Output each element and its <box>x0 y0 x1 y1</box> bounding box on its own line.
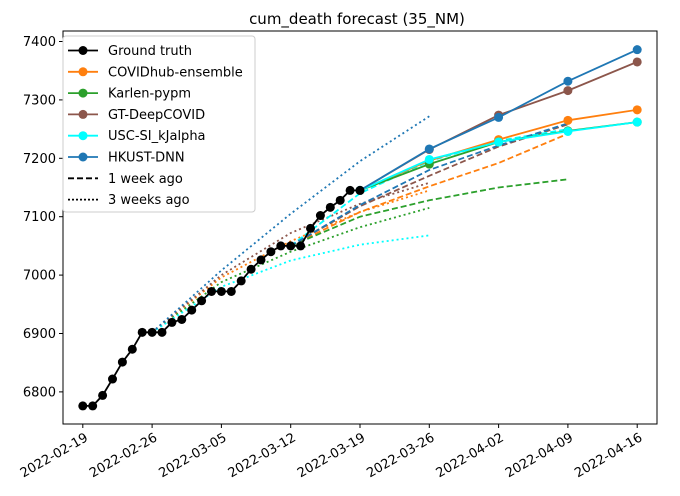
ground-truth-series <box>78 185 365 411</box>
x-tick-label: 2022-03-12 <box>226 430 299 481</box>
legend-label: USC-SI_kJalpha <box>108 129 206 144</box>
ground-truth-point <box>187 305 197 315</box>
legend-label: COVIDhub-ensemble <box>108 65 243 80</box>
forecast-point <box>563 115 573 125</box>
legend-label: HKUST-DNN <box>108 151 185 166</box>
ground-truth-point <box>108 374 117 384</box>
y-tick-label: 7400 <box>23 35 56 50</box>
forecast-point <box>632 45 642 55</box>
forecast-point <box>632 57 642 67</box>
ground-truth-point <box>197 296 207 306</box>
x-tick-label: 2022-03-19 <box>295 430 368 481</box>
ground-truth-line <box>82 189 360 407</box>
ground-truth-point <box>147 327 157 337</box>
legend-label: 1 week ago <box>108 172 183 187</box>
ground-truth-point <box>127 344 137 354</box>
legend-marker <box>78 88 88 98</box>
one-week-ago-lines <box>290 122 569 247</box>
x-tick-label: 2022-03-26 <box>364 430 437 481</box>
legend-marker <box>78 152 88 162</box>
forecast-point <box>494 137 504 147</box>
forecast-line <box>359 121 638 192</box>
legend-item: COVIDhub-ensemble <box>68 65 243 80</box>
three-weeks-ago-line <box>151 207 430 334</box>
legend-item: USC-SI_kJalpha <box>68 129 206 144</box>
ground-truth-point <box>78 401 88 411</box>
y-tick-label: 6900 <box>23 327 56 342</box>
legend-label: 3 weeks ago <box>108 193 190 208</box>
legend-label: Karlen-pypm <box>108 87 191 102</box>
legend-item: Karlen-pypm <box>68 87 191 102</box>
ground-truth-point <box>216 286 226 296</box>
x-tick-label: 2022-04-02 <box>434 430 507 481</box>
x-tick-label: 2022-02-26 <box>87 430 160 481</box>
y-tick-label: 7000 <box>23 269 56 284</box>
x-axis: 2022-02-192022-02-262022-03-052022-03-12… <box>18 424 645 481</box>
x-tick-label: 2022-04-16 <box>572 430 645 481</box>
forecast-point <box>632 117 642 127</box>
ground-truth-point <box>246 264 256 274</box>
legend: Ground truth COVIDhub-ensemble Karlen-pypm… <box>62 35 256 213</box>
ground-truth-point <box>167 317 177 327</box>
one-week-ago-line <box>290 178 569 247</box>
legend-item: GT-DeepCOVID <box>68 108 205 123</box>
forecast-point <box>424 154 434 164</box>
legend-box <box>62 35 256 213</box>
forecast-point <box>494 112 504 122</box>
ground-truth-point <box>157 327 167 337</box>
forecast-karlen-pypm <box>355 117 642 195</box>
legend-item: HKUST-DNN <box>68 151 185 166</box>
ground-truth-point <box>226 286 236 296</box>
forecast-series <box>355 45 642 195</box>
ground-truth-point <box>296 241 306 251</box>
x-tick-label: 2022-02-19 <box>18 430 91 481</box>
forecast-point <box>424 144 434 154</box>
ground-truth-point <box>137 327 147 337</box>
forecast-hkust-dnn <box>355 45 642 195</box>
legend-label: Ground truth <box>108 44 192 59</box>
forecast-point <box>563 126 573 136</box>
forecast-line <box>359 121 638 192</box>
ground-truth-point <box>88 401 98 411</box>
x-tick-label: 2022-03-05 <box>156 430 229 481</box>
legend-item: 3 weeks ago <box>68 193 190 208</box>
ground-truth-point <box>266 247 276 257</box>
x-tick-label: 2022-04-09 <box>503 430 576 481</box>
ground-truth-point <box>335 195 345 205</box>
legend-marker <box>78 46 88 55</box>
ground-truth-point <box>355 185 365 195</box>
y-tick-label: 7300 <box>23 93 56 108</box>
chart-title: cum_death forecast (35_NM) <box>249 10 465 29</box>
legend-marker <box>78 67 88 77</box>
legend-label: GT-DeepCOVID <box>108 108 205 123</box>
ground-truth-point <box>306 223 315 233</box>
three-weeks-ago-line <box>151 189 430 334</box>
y-tick-label: 7200 <box>23 152 56 167</box>
ground-truth-point <box>315 211 325 221</box>
ground-truth-point <box>236 276 246 286</box>
legend-item: 1 week ago <box>68 172 183 187</box>
legend-marker <box>78 131 88 141</box>
forecast-point <box>563 86 573 96</box>
ground-truth-point <box>256 255 266 265</box>
ground-truth-point <box>276 241 286 251</box>
forecast-point <box>563 76 573 86</box>
legend-marker <box>78 109 88 119</box>
ground-truth-point <box>98 390 108 400</box>
ground-truth-point <box>286 241 296 251</box>
legend-item: Ground truth <box>68 44 192 59</box>
ground-truth-point <box>117 357 127 367</box>
forecast-usc-si-kjalpha <box>355 117 642 195</box>
y-axis: 6800 6900 7000 7100 7200 7300 7400 <box>23 35 63 400</box>
y-tick-label: 6800 <box>23 385 56 400</box>
ground-truth-point <box>207 286 216 296</box>
ground-truth-point <box>325 202 335 212</box>
y-tick-label: 7100 <box>23 210 56 225</box>
three-weeks-ago-line <box>151 115 430 333</box>
ground-truth-point <box>345 185 355 195</box>
ground-truth-point <box>177 314 187 324</box>
forecast-point <box>632 105 642 115</box>
